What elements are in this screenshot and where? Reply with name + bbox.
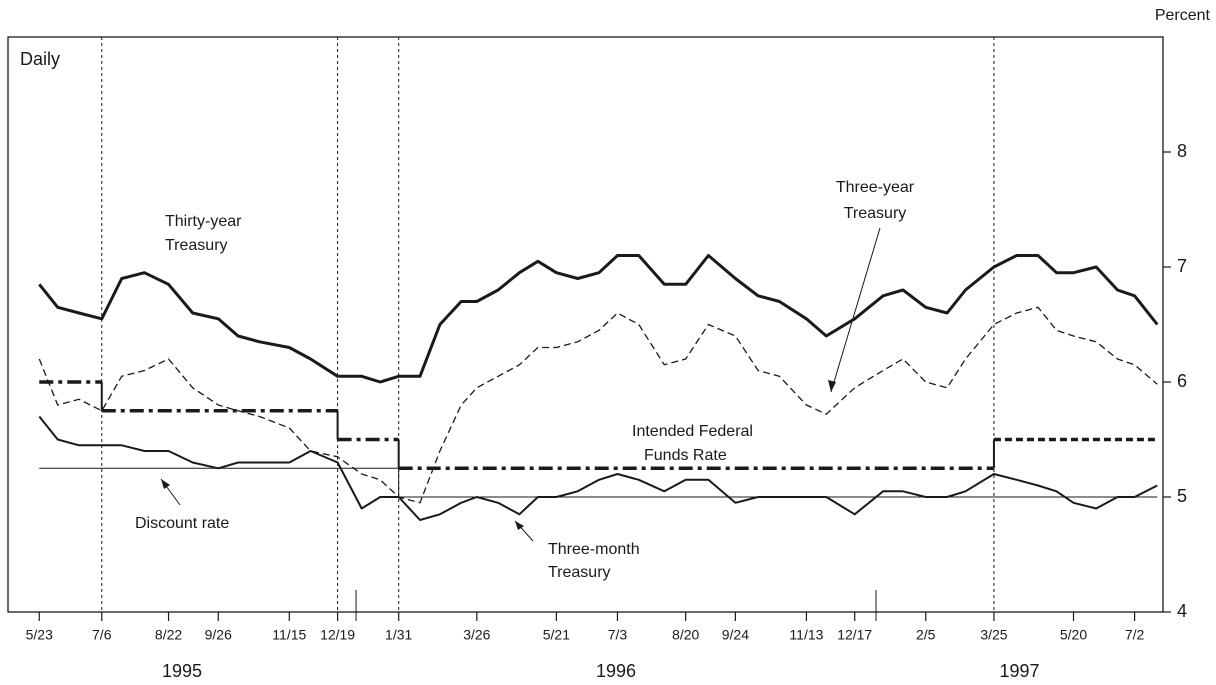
x-tick-label: 12/19: [320, 627, 355, 643]
x-tick-label: 5/20: [1060, 627, 1087, 643]
y-tick-label: 7: [1177, 256, 1187, 276]
x-tick-label: 12/17: [837, 627, 872, 643]
x-tick-label: 5/21: [543, 627, 570, 643]
series-line: [38, 306, 1158, 504]
annotation: Treasury: [165, 237, 228, 254]
x-tick-label: 11/13: [789, 627, 823, 643]
x-tick-label: 8/22: [155, 627, 182, 643]
y-tick-label: 5: [1177, 486, 1187, 506]
x-tick-label: 9/24: [722, 627, 749, 643]
year-label: 1995: [162, 661, 202, 681]
x-tick-label: 9/26: [205, 627, 232, 643]
x-tick-label: 11/15: [272, 627, 306, 643]
y-tick-label: 4: [1177, 601, 1187, 621]
y-tick-label: 6: [1177, 371, 1187, 391]
y-tick-label: 8: [1177, 141, 1187, 161]
x-tick-label: 3/26: [463, 627, 490, 643]
annotation: Intended Federal: [632, 423, 753, 440]
plot-frame: [7, 36, 1164, 613]
x-tick-label: 1/31: [385, 627, 412, 643]
annotation-arrow: [830, 227, 881, 393]
x-tick-label: 5/23: [26, 627, 53, 643]
annotation: Three-year: [836, 179, 915, 196]
annotation: Funds Rate: [644, 447, 727, 464]
frequency-label: Daily: [20, 49, 60, 69]
series-line: [38, 415, 1158, 521]
year-label: 1997: [999, 661, 1039, 681]
annotation: Thirty-year: [165, 213, 242, 230]
x-tick-label: 7/6: [92, 627, 112, 643]
annotation: Three-month: [548, 541, 640, 558]
x-tick-label: 3/25: [980, 627, 1007, 643]
x-tick-label: 7/3: [608, 627, 628, 643]
x-tick-label: 7/2: [1125, 627, 1145, 643]
series-line: [38, 254, 1159, 384]
annotation: Discount rate: [135, 515, 229, 532]
annotation: Treasury: [548, 564, 611, 581]
arrow-head: [828, 380, 836, 392]
unit-label: Percent: [1155, 7, 1211, 24]
annotation: Treasury: [844, 205, 907, 222]
arrow-head: [161, 479, 170, 489]
x-tick-label: 8/20: [672, 627, 699, 643]
year-label: 1996: [596, 661, 636, 681]
arrow-head: [515, 521, 524, 530]
x-tick-label: 2/5: [916, 627, 936, 643]
